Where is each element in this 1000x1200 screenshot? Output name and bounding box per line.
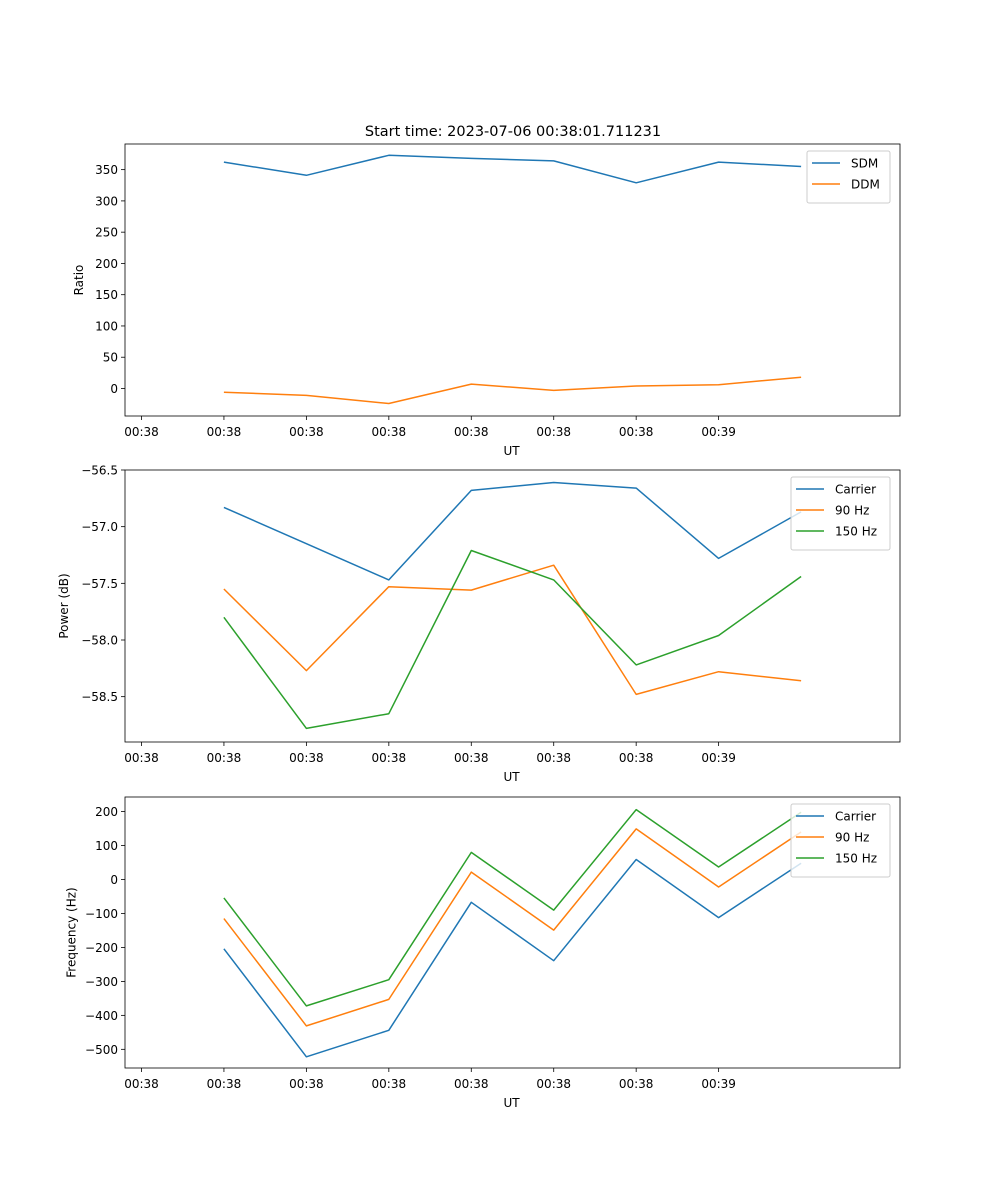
power-legend-label: 150 Hz <box>835 525 877 539</box>
frequency-legend-label: 150 Hz <box>835 852 877 866</box>
ratio-axes-frame <box>124 143 901 417</box>
frequency-ytick-label: 100 <box>95 839 118 853</box>
frequency-series-carrier <box>223 858 802 1058</box>
frequency-ytick-label: −500 <box>85 1043 118 1057</box>
power-xtick-label: 00:38 <box>536 751 571 765</box>
frequency-ytick-label: −100 <box>85 907 118 921</box>
frequency-series-90-hz <box>223 828 802 1027</box>
ratio-legend: SDM DDM <box>806 150 891 204</box>
frequency-axes-frame <box>124 796 901 1069</box>
power-xtick-label: 00:38 <box>207 751 242 765</box>
ratio-series-sdm <box>223 154 802 184</box>
power-ylabel: Power (dB) <box>57 573 71 638</box>
power-series-150-hz <box>223 549 802 730</box>
ratio-ytick-label: 100 <box>95 319 118 333</box>
ratio-panel: 00:38 00:38 00:38 00:38 00:38 00:38 00:38 00:39… <box>72 143 901 458</box>
frequency-xtick-label: 00:38 <box>372 1077 407 1091</box>
power-series-carrier <box>223 481 802 581</box>
frequency-ylabel: Frequency (Hz) <box>65 887 79 978</box>
frequency-legend: Carrier 90 Hz 150 Hz <box>790 803 891 878</box>
ratio-legend-label: DDM <box>851 178 880 192</box>
power-panel: 00:38 00:38 00:38 00:38 00:38 00:38 00:38 00:39… <box>57 464 901 784</box>
ratio-ytick-label: 350 <box>95 163 118 177</box>
ratio-series-ddm <box>223 376 802 405</box>
ratio-xtick-label: 00:38 <box>536 425 571 439</box>
ratio-legend-label: SDM <box>851 157 878 171</box>
frequency-xtick-label: 00:38 <box>536 1077 571 1091</box>
ratio-xlabel: UT <box>503 444 520 458</box>
power-legend-label: Carrier <box>835 483 876 497</box>
frequency-ytick-label: 200 <box>95 805 118 819</box>
frequency-xtick-label: 00:38 <box>289 1077 324 1091</box>
frequency-xtick-label: 00:38 <box>124 1077 159 1091</box>
power-legend: Carrier 90 Hz 150 Hz <box>790 476 891 551</box>
power-legend-label: 90 Hz <box>835 504 869 518</box>
power-xtick-label: 00:38 <box>372 751 407 765</box>
chart-title: Start time: 2023-07-06 00:38:01.711231 <box>365 124 661 140</box>
ratio-ytick-label: 150 <box>95 288 118 302</box>
frequency-ytick-label: −400 <box>85 1009 118 1023</box>
ratio-legend-box <box>806 150 891 204</box>
power-ytick-label: −58.5 <box>81 690 118 704</box>
power-xlabel: UT <box>503 770 520 784</box>
frequency-series-150-hz <box>223 808 802 1007</box>
frequency-ytick-label: −300 <box>85 975 118 989</box>
power-ytick-label: −57.5 <box>81 577 118 591</box>
ratio-ylabel: Ratio <box>72 265 86 296</box>
frequency-xtick-label: 00:39 <box>701 1077 736 1091</box>
power-ytick-label: −58.0 <box>81 634 118 648</box>
frequency-ytick-label: 0 <box>110 873 118 887</box>
subplots: 00:38 00:38 00:38 00:38 00:38 00:38 00:38 00:39… <box>57 143 901 1110</box>
ratio-xtick-label: 00:38 <box>454 425 489 439</box>
frequency-xtick-label: 00:38 <box>619 1077 654 1091</box>
power-axes-frame <box>124 469 901 743</box>
frequency-xtick-label: 00:38 <box>454 1077 489 1091</box>
power-xtick-label: 00:39 <box>701 751 736 765</box>
ratio-ytick-label: 0 <box>110 382 118 396</box>
power-xtick-label: 00:38 <box>454 751 489 765</box>
ratio-xtick-label: 00:39 <box>701 425 736 439</box>
ratio-xtick-label: 00:38 <box>124 425 159 439</box>
frequency-legend-label: 90 Hz <box>835 831 869 845</box>
frequency-panel: 00:38 00:38 00:38 00:38 00:38 00:38 00:38 00:39… <box>65 796 901 1110</box>
power-series-90-hz <box>223 564 802 696</box>
ratio-ytick-label: 200 <box>95 257 118 271</box>
ratio-xtick-label: 00:38 <box>207 425 242 439</box>
ratio-xtick-label: 00:38 <box>619 425 654 439</box>
frequency-xlabel: UT <box>503 1096 520 1110</box>
power-xtick-label: 00:38 <box>619 751 654 765</box>
frequency-xtick-label: 00:38 <box>207 1077 242 1091</box>
ratio-ytick-label: 50 <box>103 351 118 365</box>
power-ytick-label: −57.0 <box>81 520 118 534</box>
ratio-xtick-label: 00:38 <box>289 425 324 439</box>
power-xtick-label: 00:38 <box>124 751 159 765</box>
power-ytick-label: −56.5 <box>81 464 118 478</box>
frequency-ytick-label: −200 <box>85 941 118 955</box>
ratio-ytick-label: 300 <box>95 194 118 208</box>
ratio-ytick-label: 250 <box>95 226 118 240</box>
ratio-xtick-label: 00:38 <box>372 425 407 439</box>
frequency-legend-label: Carrier <box>835 810 876 824</box>
power-xtick-label: 00:38 <box>289 751 324 765</box>
